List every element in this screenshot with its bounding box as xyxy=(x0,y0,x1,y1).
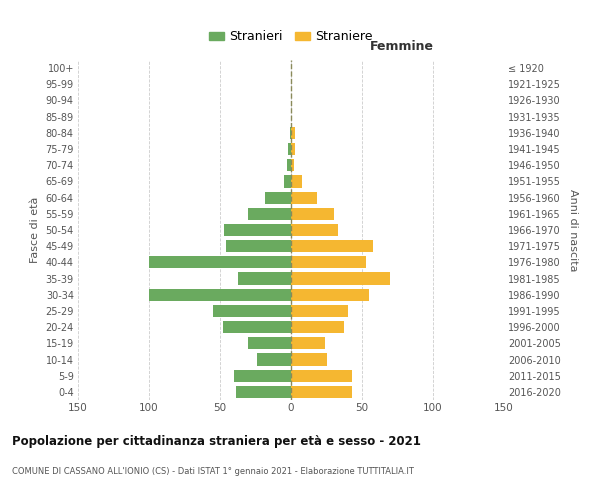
Bar xyxy=(291,192,317,203)
Y-axis label: Anni di nascita: Anni di nascita xyxy=(568,188,578,271)
Y-axis label: Fasce di età: Fasce di età xyxy=(30,197,40,263)
Bar xyxy=(291,370,352,382)
Bar xyxy=(287,159,291,172)
Bar xyxy=(149,256,291,268)
Bar xyxy=(290,127,291,139)
Bar xyxy=(224,224,291,236)
Bar xyxy=(213,305,291,317)
Bar xyxy=(291,256,366,268)
Bar xyxy=(226,240,291,252)
Bar xyxy=(248,208,291,220)
Legend: Stranieri, Straniere: Stranieri, Straniere xyxy=(204,26,378,48)
Bar xyxy=(234,370,291,382)
Bar xyxy=(291,208,334,220)
Bar xyxy=(291,305,348,317)
Bar xyxy=(291,143,295,155)
Bar xyxy=(248,338,291,349)
Bar xyxy=(291,354,326,366)
Bar xyxy=(238,272,291,284)
Bar xyxy=(236,386,291,398)
Text: Femmine: Femmine xyxy=(370,40,434,53)
Bar xyxy=(291,176,302,188)
Bar xyxy=(291,321,344,333)
Bar xyxy=(291,159,294,172)
Text: COMUNE DI CASSANO ALL'IONIO (CS) - Dati ISTAT 1° gennaio 2021 - Elaborazione TUT: COMUNE DI CASSANO ALL'IONIO (CS) - Dati … xyxy=(12,468,414,476)
Bar xyxy=(291,240,373,252)
Bar xyxy=(288,143,291,155)
Bar xyxy=(149,288,291,301)
Bar xyxy=(223,321,291,333)
Bar xyxy=(291,272,391,284)
Bar xyxy=(291,224,338,236)
Bar xyxy=(265,192,291,203)
Bar xyxy=(291,288,369,301)
Bar xyxy=(257,354,291,366)
Bar xyxy=(291,127,295,139)
Text: Popolazione per cittadinanza straniera per età e sesso - 2021: Popolazione per cittadinanza straniera p… xyxy=(12,435,421,448)
Bar xyxy=(284,176,291,188)
Bar xyxy=(291,338,325,349)
Bar xyxy=(291,386,352,398)
